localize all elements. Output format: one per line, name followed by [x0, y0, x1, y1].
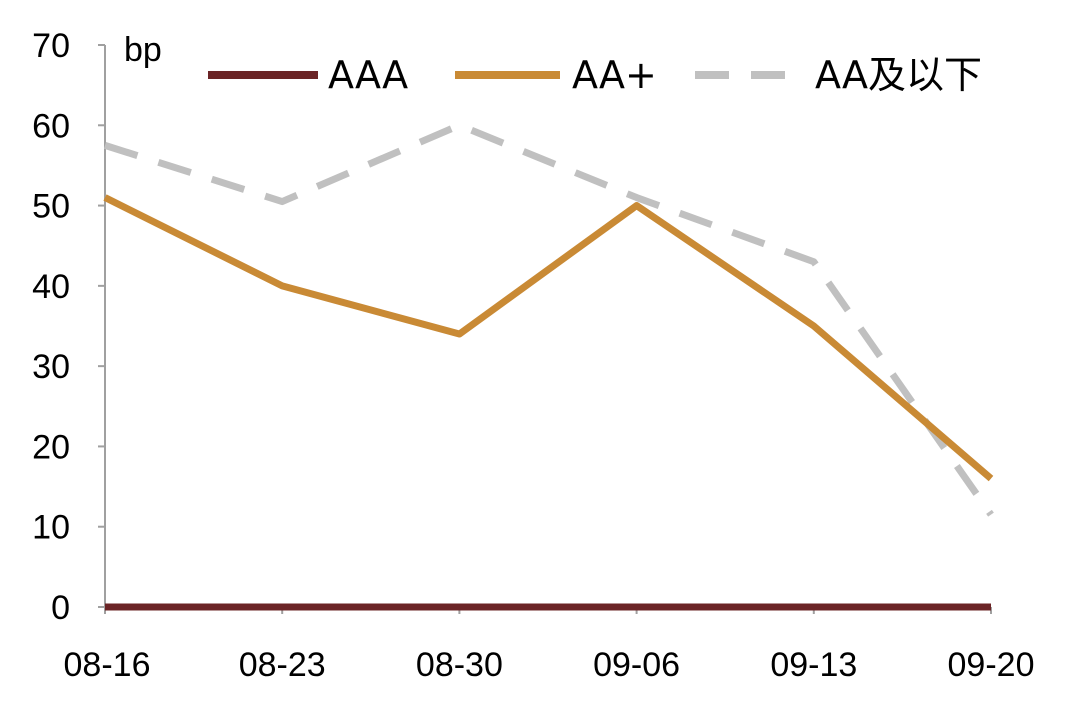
- y-tick-label: 10: [32, 509, 70, 547]
- x-tick-label: 09-13: [770, 646, 857, 684]
- series-layer: [103, 121, 994, 611]
- legend-aaa-label: AAA: [328, 53, 408, 97]
- y-tick-label: 50: [32, 188, 70, 226]
- y-axis: 0 10 20 30 40 50 60 70: [32, 27, 106, 627]
- series-line-aa-plus: [103, 194, 994, 482]
- x-tick-label: 09-20: [948, 646, 1035, 684]
- x-tick-label: 09-06: [593, 646, 680, 684]
- legend: AAA AA+ AA及以下: [208, 53, 982, 97]
- x-axis: 08-16 08-23 08-30 09-06 09-13 09-20: [64, 606, 1035, 684]
- y-axis-unit-label: bp: [124, 31, 162, 69]
- y-tick-label: 30: [32, 348, 70, 386]
- legend-aa-and-below-label: AA及以下: [815, 53, 982, 97]
- x-tick-label: 08-30: [416, 646, 503, 684]
- x-tick-label: 08-23: [239, 646, 326, 684]
- y-tick-label: 20: [32, 428, 70, 466]
- series-line-aa-and-below: [103, 121, 994, 517]
- y-tick-label: 70: [32, 27, 70, 65]
- legend-aa-plus-label: AA+: [572, 53, 657, 97]
- y-tick-label: 40: [32, 268, 70, 306]
- y-tick-label: 60: [32, 107, 70, 145]
- y-tick-label: 0: [51, 589, 70, 627]
- x-tick-label: 08-16: [64, 646, 151, 684]
